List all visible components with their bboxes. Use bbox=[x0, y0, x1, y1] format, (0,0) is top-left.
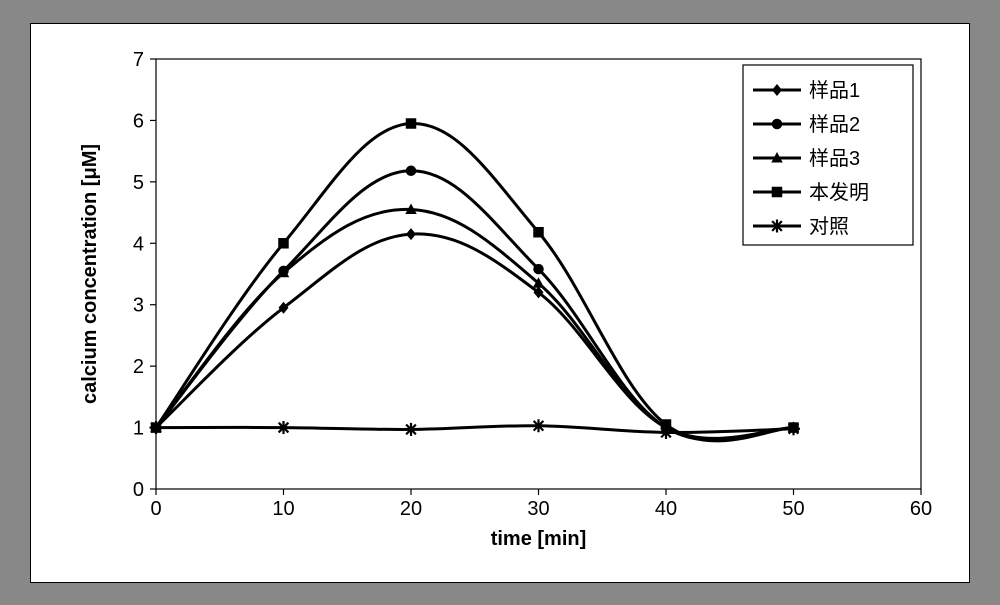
x-axis-label: time [min] bbox=[491, 528, 587, 550]
svg-text:0: 0 bbox=[133, 479, 144, 501]
svg-text:0: 0 bbox=[150, 498, 161, 520]
svg-text:10: 10 bbox=[272, 498, 294, 520]
svg-text:2: 2 bbox=[133, 356, 144, 378]
line-chart: 0 1 2 3 4 5 6 7 0 10 20 30 40 50 60 time [min] calcium c… bbox=[61, 49, 941, 559]
legend-label-1: 样品2 bbox=[809, 113, 860, 136]
chart-wrap: 0 1 2 3 4 5 6 7 0 10 20 30 40 50 60 time [min] calcium c… bbox=[61, 49, 939, 557]
legend-label-3: 本发明 bbox=[809, 181, 869, 204]
svg-text:50: 50 bbox=[782, 498, 804, 520]
svg-text:60: 60 bbox=[910, 498, 932, 520]
svg-text:20: 20 bbox=[400, 498, 422, 520]
chart-container: 0 1 2 3 4 5 6 7 0 10 20 30 40 50 60 time [min] calcium c… bbox=[30, 23, 970, 583]
svg-text:3: 3 bbox=[133, 294, 144, 316]
y-axis-label: calcium concentration [μM] bbox=[79, 143, 101, 403]
legend-label-2: 样品3 bbox=[809, 147, 860, 170]
svg-text:5: 5 bbox=[133, 171, 144, 193]
svg-text:30: 30 bbox=[527, 498, 549, 520]
svg-text:6: 6 bbox=[133, 110, 144, 132]
svg-text:7: 7 bbox=[133, 49, 144, 71]
legend-label-0: 样品1 bbox=[809, 79, 860, 102]
svg-text:4: 4 bbox=[133, 233, 144, 255]
svg-text:1: 1 bbox=[133, 417, 144, 439]
svg-text:40: 40 bbox=[655, 498, 677, 520]
legend: 样品1 样品2 样品3 本发明对照 bbox=[743, 65, 913, 245]
legend-label-4: 对照 bbox=[809, 215, 849, 238]
